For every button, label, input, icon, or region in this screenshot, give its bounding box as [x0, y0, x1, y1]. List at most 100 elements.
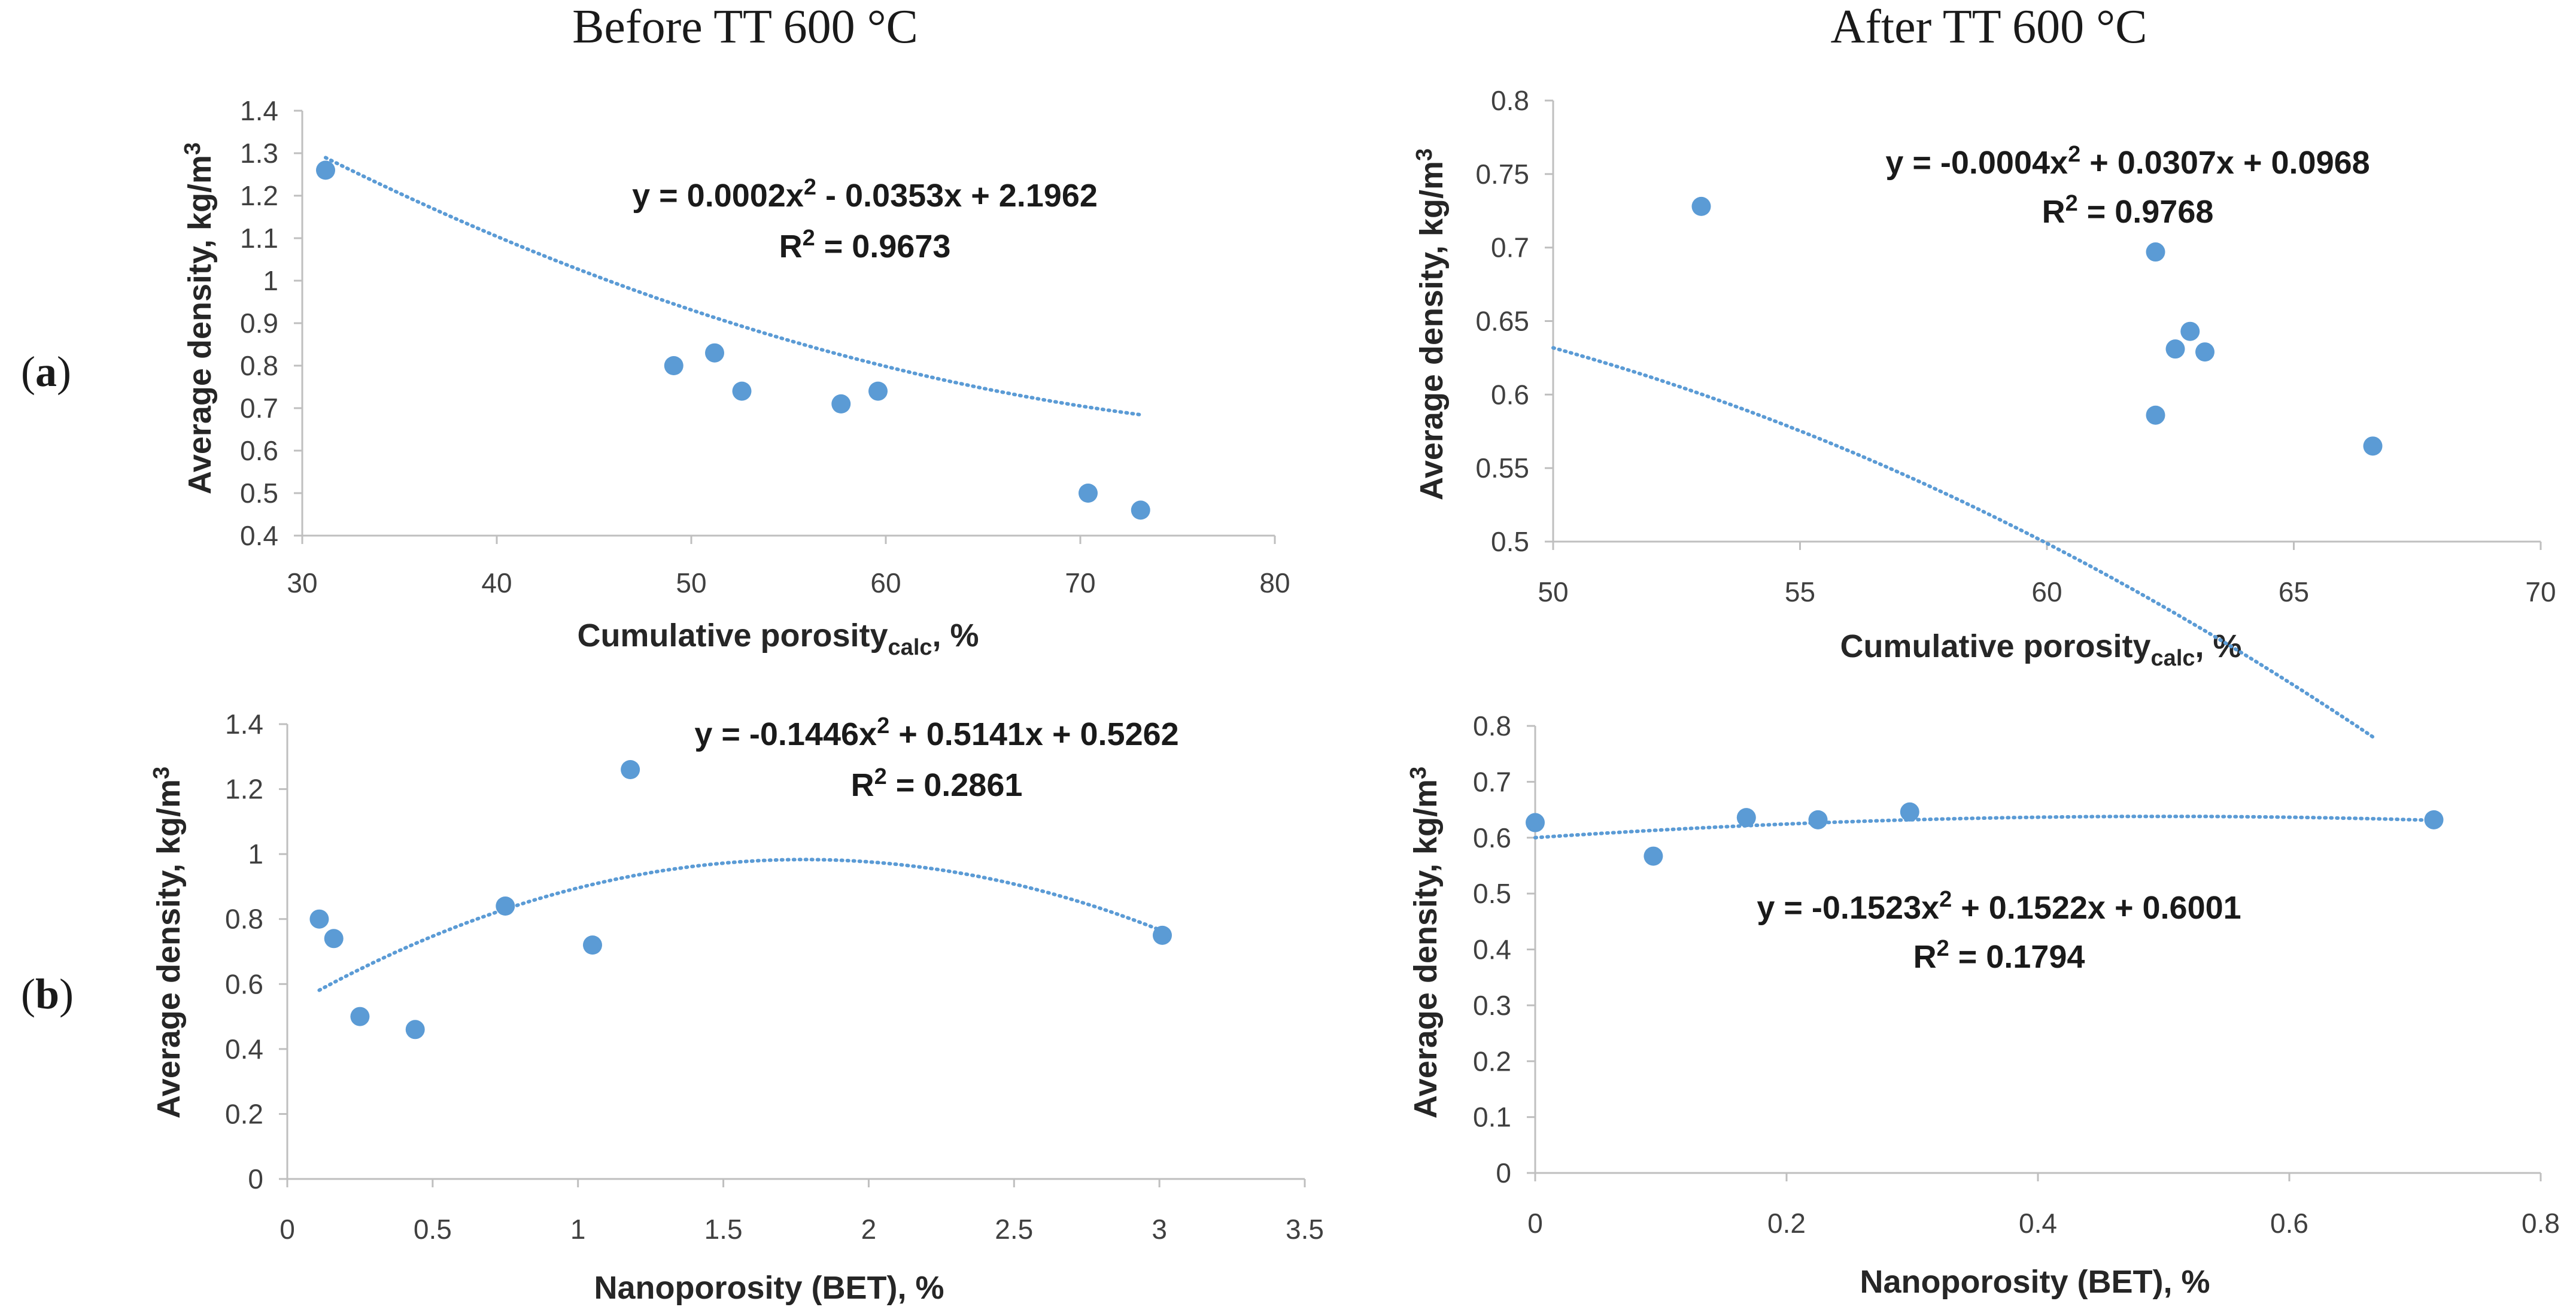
data-point	[868, 381, 888, 401]
x-tick-label: 50	[676, 567, 706, 598]
data-point	[2165, 339, 2185, 359]
data-point	[1644, 846, 1663, 866]
x-tick-label: 65	[2279, 576, 2309, 607]
data-point	[705, 343, 724, 363]
data-point	[1808, 810, 1828, 829]
y-tick-label: 0.8	[225, 904, 263, 935]
y-tick-label: 0.4	[1473, 934, 1511, 965]
x-axis-label: Cumulative porositycalc, %	[1840, 628, 2241, 671]
x-tick-label: 0.5	[414, 1214, 452, 1245]
trendline	[1533, 814, 2436, 840]
x-tick-label: 70	[1065, 567, 1095, 598]
data-point	[1526, 813, 1545, 832]
data-point	[1691, 196, 1711, 216]
row-label-a: (a)	[21, 347, 71, 397]
x-tick-label: 60	[870, 567, 901, 598]
r-squared: R2 = 0.2861	[851, 764, 1023, 803]
row-label-b-close: )	[59, 970, 74, 1018]
x-tick-label: 3	[1152, 1214, 1167, 1245]
x-tick-label: 0.4	[2019, 1208, 2057, 1239]
x-tick-label: 2.5	[995, 1214, 1033, 1245]
x-axis-label: Cumulative porositycalc, %	[577, 618, 979, 660]
y-tick-label: 0.1	[1473, 1102, 1511, 1133]
data-point	[583, 935, 602, 955]
y-tick-label: 0.6	[1473, 822, 1511, 853]
y-tick-label: 0.7	[1491, 232, 1529, 263]
data-point	[1131, 500, 1150, 520]
r-squared: R2 = 0.9768	[2042, 191, 2214, 230]
trendline	[317, 858, 1164, 992]
data-point	[405, 1020, 425, 1040]
trend-equation: y = -0.0004x2 + 0.0307x + 0.0968	[1885, 142, 2370, 181]
x-tick-label: 2	[861, 1214, 877, 1245]
trendline	[324, 156, 1143, 417]
x-axis-label: Nanoporosity (BET), %	[1860, 1264, 2210, 1300]
y-tick-label: 1.3	[240, 138, 278, 169]
data-point	[1900, 802, 1919, 822]
y-tick-label: 0	[1496, 1157, 1511, 1189]
y-tick-label: 0	[248, 1163, 263, 1195]
x-tick-label: 70	[2525, 576, 2556, 607]
column-title-before: Before TT 600 °C	[572, 1, 918, 53]
y-tick-label: 0.9	[240, 308, 278, 339]
y-tick-label: 1	[263, 265, 278, 296]
y-tick-label: 0.4	[240, 520, 278, 551]
row-label-b-open: (	[21, 970, 35, 1018]
y-tick-label: 1.4	[225, 709, 263, 740]
data-point	[350, 1007, 370, 1026]
x-axis-label: Nanoporosity (BET), %	[594, 1270, 944, 1306]
y-tick-label: 0.6	[225, 968, 263, 999]
data-point	[2424, 810, 2444, 829]
x-tick-label: 0	[280, 1214, 295, 1245]
y-tick-label: 0.8	[1473, 710, 1511, 741]
trend-equation: y = 0.0002x2 - 0.0353x + 2.1962	[632, 175, 1098, 214]
row-label-b-letter: b	[35, 970, 60, 1018]
data-point	[2146, 242, 2165, 262]
x-tick-label: 40	[481, 567, 512, 598]
column-title-after: After TT 600 °C	[1830, 1, 2147, 53]
y-tick-label: 0.5	[1491, 526, 1529, 557]
data-point	[316, 160, 335, 180]
y-tick-label: 1.1	[240, 223, 278, 254]
y-tick-label: 0.6	[1491, 379, 1529, 410]
x-tick-label: 55	[1785, 576, 1815, 607]
x-tick-label: 30	[287, 567, 317, 598]
data-point	[496, 896, 515, 916]
y-tick-label: 0.7	[240, 393, 278, 424]
x-tick-label: 0	[1527, 1208, 1543, 1239]
y-tick-label: 0.7	[1473, 766, 1511, 797]
data-point	[2180, 321, 2200, 341]
y-tick-label: 0.5	[240, 478, 278, 509]
y-tick-label: 0.65	[1475, 306, 1529, 337]
y-tick-label: 1.2	[240, 180, 278, 211]
data-point	[1153, 925, 1172, 945]
y-axis-label: Average density, kg/m3	[1406, 767, 1444, 1119]
x-tick-label: 1	[570, 1214, 586, 1245]
y-tick-label: 0.75	[1475, 159, 1529, 190]
row-label-a-close: )	[56, 348, 71, 396]
y-tick-label: 1.4	[240, 95, 278, 126]
r-squared: R2 = 0.1794	[1913, 936, 2085, 975]
data-point	[309, 909, 329, 929]
y-tick-label: 1	[248, 838, 263, 870]
row-label-b: (b)	[21, 969, 74, 1019]
data-point	[2363, 436, 2383, 456]
x-tick-label: 0.6	[2270, 1208, 2308, 1239]
data-point	[621, 760, 640, 779]
trend-equation: y = -0.1446x2 + 0.5141x + 0.5262	[694, 713, 1178, 752]
x-tick-label: 50	[1538, 576, 1568, 607]
y-tick-label: 0.3	[1473, 990, 1511, 1021]
data-point	[1736, 808, 1756, 828]
y-tick-label: 0.8	[240, 350, 278, 381]
data-point	[2146, 405, 2165, 425]
x-tick-label: 80	[1259, 567, 1290, 598]
r-squared: R2 = 0.9673	[779, 226, 951, 265]
x-tick-label: 3.5	[1286, 1214, 1324, 1245]
y-tick-label: 0.2	[225, 1098, 263, 1129]
data-point	[732, 381, 752, 401]
y-axis-label: Average density, kg/m3	[180, 142, 218, 494]
data-point	[664, 356, 684, 375]
y-tick-label: 0.8	[1491, 85, 1529, 116]
